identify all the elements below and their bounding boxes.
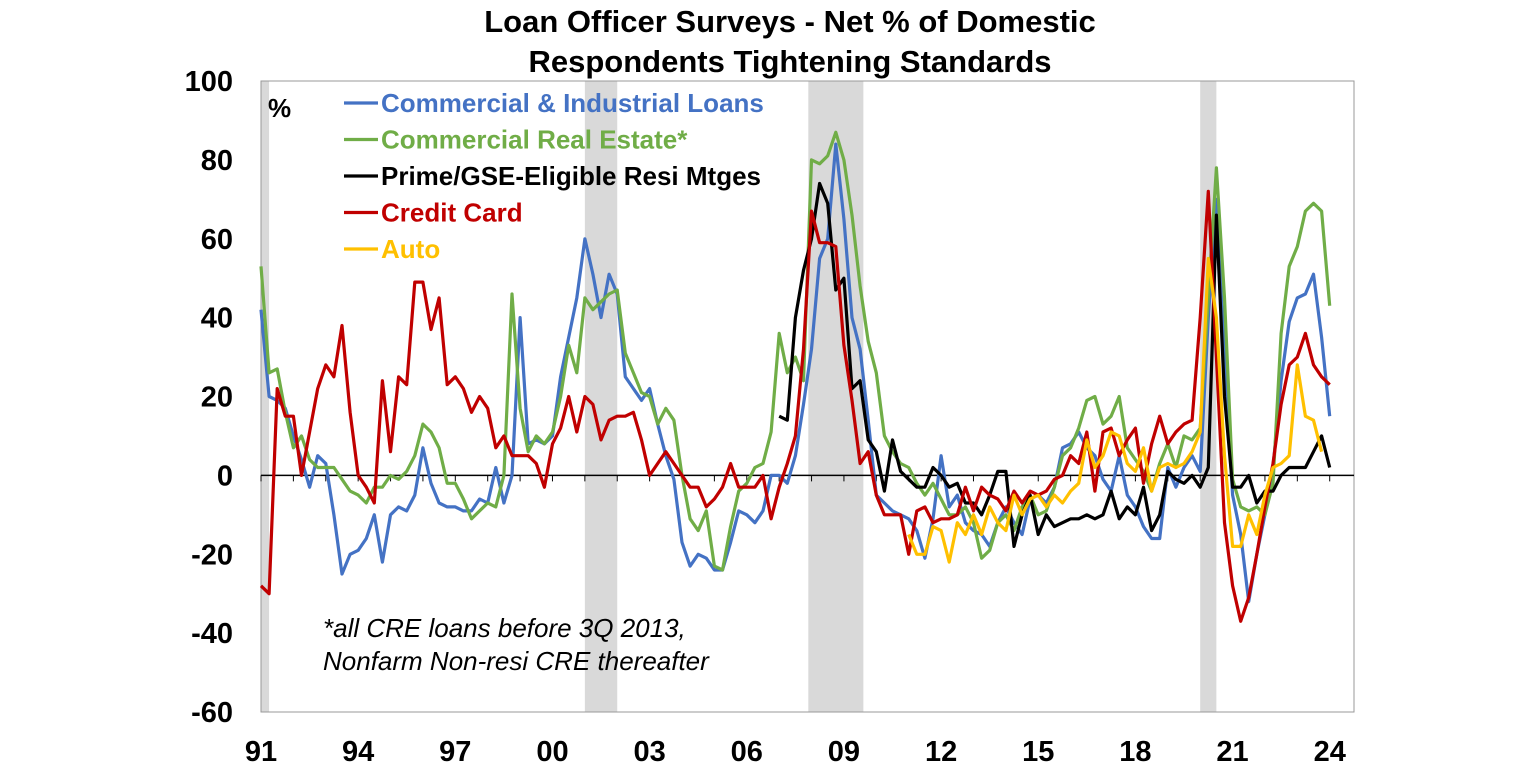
plot-frame	[260, 80, 1355, 713]
recession-band-3	[808, 81, 864, 712]
legend-label: Prime/GSE-Eligible Resi Mtges	[381, 161, 761, 191]
y-tick-label-20: 20	[201, 382, 233, 414]
y-tick-label-100: 100	[185, 66, 233, 98]
y-tick-label-40: 40	[201, 303, 233, 335]
chart-title: Loan Officer Surveys - Net % of Domestic…	[240, 2, 1340, 82]
x-axis-tick-labels: 91 94 97 00 03 06 09 12 15 18 21 24	[245, 736, 1346, 768]
legend-item-prime-gse-eligible-resi-mtges: Prime/GSE-Eligible Resi Mtges	[344, 161, 761, 191]
y-tick-label-0: 0	[217, 460, 233, 492]
x-axis-tick-marks	[260, 475, 1331, 482]
chart-title-line-2: Respondents Tightening Standards	[528, 44, 1052, 79]
legend-label: Commercial & Industrial Loans	[381, 88, 764, 118]
series-line-prime-gse-eligible-resi-mtges	[778, 181, 1332, 548]
series-line-credit-card	[259, 189, 1331, 623]
legend-label: Auto	[381, 234, 440, 264]
legend-label: Credit Card	[381, 198, 523, 228]
y-tick-label-80: 80	[201, 145, 233, 177]
y-axis-unit-label: %	[268, 93, 291, 123]
y-tick-label-neg40: -40	[191, 618, 233, 650]
recession-band-1	[261, 81, 270, 712]
x-tick-label-97: 97	[439, 736, 471, 768]
series-line-commercial-industrial-loans	[259, 142, 1332, 604]
recession-band-2	[584, 81, 618, 712]
legend-item-commercial-real-estate: Commercial Real Estate*	[344, 125, 688, 155]
x-tick-label-03: 03	[633, 736, 665, 768]
x-tick-label-94: 94	[342, 736, 374, 768]
x-tick-label-24: 24	[1314, 736, 1346, 768]
x-tick-label-12: 12	[925, 736, 957, 768]
x-tick-label-09: 09	[828, 736, 860, 768]
footnote-line-2: Nonfarm Non-resi CRE thereafter	[323, 646, 710, 676]
y-axis-tick-labels: -60 -40 -20 0 20 40 60 80 100	[185, 66, 233, 729]
legend-item-auto: Auto	[344, 234, 440, 264]
legend-label: Commercial Real Estate*	[381, 125, 688, 155]
legend-item-credit-card: Credit Card	[344, 198, 523, 228]
x-tick-label-06: 06	[731, 736, 763, 768]
x-tick-label-18: 18	[1119, 736, 1151, 768]
legend: Commercial & Industrial Loans Commercial …	[344, 88, 764, 264]
chart-title-line-1: Loan Officer Surveys - Net % of Domestic	[484, 4, 1096, 39]
footnote: *all CRE loans before 3Q 2013, Nonfarm N…	[323, 613, 710, 676]
x-tick-label-91: 91	[245, 736, 277, 768]
footnote-line-1: *all CRE loans before 3Q 2013,	[323, 613, 686, 643]
y-tick-label-neg20: -20	[191, 539, 233, 571]
series-lines	[259, 130, 1332, 623]
x-tick-label-21: 21	[1216, 736, 1248, 768]
x-tick-label-15: 15	[1022, 736, 1054, 768]
x-tick-label-00: 00	[536, 736, 568, 768]
series-line-auto	[907, 256, 1324, 564]
legend-item-commercial-industrial-loans: Commercial & Industrial Loans	[344, 88, 764, 118]
y-tick-label-60: 60	[201, 224, 233, 256]
y-tick-label-neg60: -60	[191, 697, 233, 729]
